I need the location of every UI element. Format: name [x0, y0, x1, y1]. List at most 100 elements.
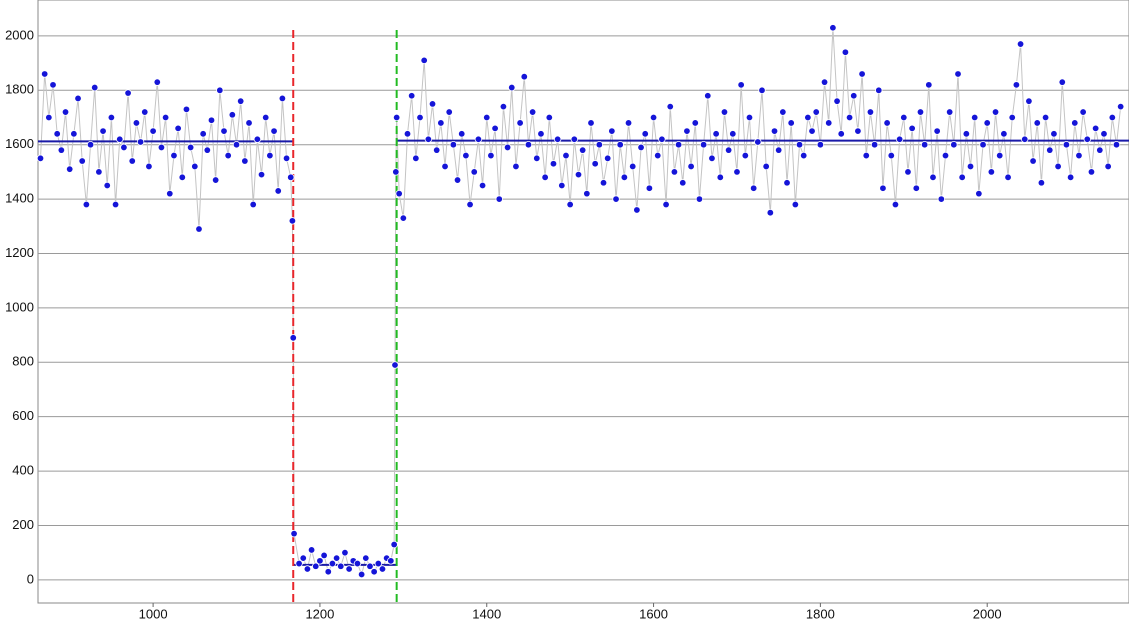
data-point — [236, 97, 245, 105]
data-point — [1100, 130, 1108, 138]
data-point — [424, 135, 433, 143]
data-point — [241, 157, 249, 165]
data-point — [345, 565, 353, 573]
data-point — [925, 81, 933, 89]
data-point — [624, 119, 633, 127]
data-point — [854, 127, 862, 135]
data-point — [770, 127, 779, 135]
data-point — [562, 151, 570, 160]
data-point — [583, 189, 591, 198]
data-point — [1096, 146, 1104, 154]
data-point — [61, 108, 70, 116]
data-point — [503, 143, 512, 152]
data-point — [141, 108, 149, 116]
data-point — [416, 113, 424, 122]
data-point — [841, 48, 850, 56]
data-point — [474, 135, 483, 143]
data-point — [132, 119, 141, 127]
data-point — [1050, 130, 1058, 138]
data-point — [499, 102, 508, 111]
data-point — [629, 162, 637, 171]
data-point — [111, 200, 120, 209]
data-point — [945, 108, 954, 116]
data-point — [758, 86, 766, 95]
data-point — [128, 157, 136, 165]
data-point — [412, 154, 420, 162]
data-point — [1058, 78, 1066, 86]
data-point — [578, 146, 587, 154]
data-point — [716, 173, 724, 182]
data-point — [1021, 135, 1029, 143]
y-tick-label: 0 — [27, 571, 34, 586]
data-point — [312, 562, 320, 570]
data-point — [211, 176, 220, 184]
data-point — [445, 108, 453, 116]
data-point — [774, 146, 783, 154]
data-point — [954, 70, 962, 78]
data-point — [332, 554, 341, 562]
data-point — [262, 113, 270, 122]
data-point — [420, 56, 428, 65]
data-point — [574, 170, 583, 179]
data-point — [157, 143, 166, 152]
data-point — [645, 184, 654, 192]
data-point — [887, 151, 895, 160]
data-point — [987, 168, 996, 176]
data-point — [599, 179, 608, 187]
data-point — [483, 113, 491, 122]
data-point — [82, 200, 91, 209]
data-point — [879, 184, 887, 192]
data-point — [766, 208, 775, 217]
data-point — [1062, 140, 1071, 149]
data-point — [145, 162, 153, 171]
data-point — [904, 168, 912, 176]
data-point — [53, 130, 61, 138]
data-point — [441, 162, 449, 171]
y-tick-label: 600 — [12, 408, 34, 423]
data-point — [366, 562, 374, 570]
data-point — [816, 140, 825, 149]
data-point — [378, 565, 387, 573]
data-point — [428, 100, 437, 108]
y-tick-label: 1000 — [5, 299, 34, 314]
data-point — [203, 146, 212, 154]
y-tick-label: 1200 — [5, 245, 34, 260]
data-point — [491, 124, 499, 133]
data-point — [392, 168, 400, 176]
data-point — [850, 92, 858, 100]
data-point — [820, 78, 829, 86]
data-point — [712, 130, 720, 138]
y-tick-label: 200 — [12, 517, 34, 532]
data-point — [950, 140, 958, 149]
data-point — [762, 162, 770, 171]
data-point — [149, 127, 157, 135]
data-point — [566, 200, 574, 209]
data-point — [695, 195, 704, 203]
data-point — [387, 557, 395, 565]
data-point — [941, 151, 950, 160]
data-point — [136, 138, 145, 146]
data-point — [633, 206, 641, 214]
data-point — [862, 151, 870, 160]
data-point — [91, 83, 99, 92]
data-point — [970, 113, 979, 122]
data-point — [478, 181, 487, 190]
data-point — [895, 135, 904, 143]
y-tick-label: 800 — [12, 354, 34, 369]
data-point — [804, 113, 812, 122]
data-point — [1079, 108, 1087, 116]
data-point — [1016, 40, 1025, 48]
data-point — [508, 83, 516, 92]
data-point — [883, 119, 891, 127]
data-point — [654, 151, 662, 160]
data-point — [603, 154, 612, 162]
data-point — [1104, 162, 1112, 171]
y-tick-label: 1800 — [5, 82, 34, 97]
data-point — [403, 130, 412, 138]
data-point — [866, 108, 875, 116]
data-point — [1066, 173, 1075, 182]
data-point — [57, 146, 66, 154]
data-point — [437, 119, 445, 127]
data-point — [966, 162, 975, 171]
data-point — [699, 140, 708, 149]
